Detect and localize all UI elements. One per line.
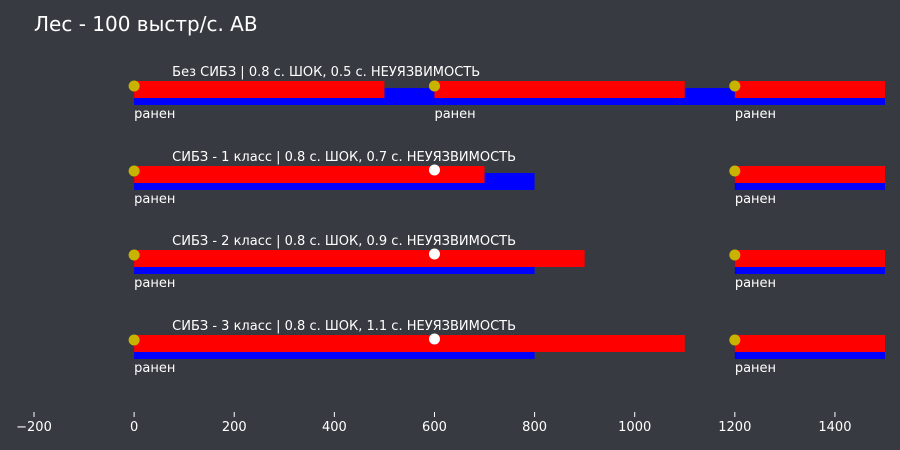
x-tick-label-2: 0 <box>130 420 138 435</box>
shot-marker-4-1 <box>428 333 440 345</box>
hit-marker-1-1 <box>128 80 140 92</box>
hit-label-3-2: ранен <box>735 276 776 291</box>
shot-marker-3-1 <box>428 248 440 260</box>
row-2: СИБЗ - 1 класс | 0.8 с. ШОК, 0.7 с. НЕУЯ… <box>128 150 885 207</box>
row-1: Без СИБЗ | 0.8 с. ШОК, 0.5 с. НЕУЯЗВИМОС… <box>128 65 885 122</box>
row-label-2: СИБЗ - 1 класс | 0.8 с. ШОК, 0.7 с. НЕУЯ… <box>172 150 516 165</box>
x-tick-label-3: 200 <box>222 420 247 435</box>
hit-marker-2-2 <box>729 165 741 177</box>
hit-marker-1-3 <box>729 80 741 92</box>
shock-bar-4-2 <box>734 335 885 352</box>
shock-bar-2-2 <box>734 166 885 183</box>
shot-marker-2-1 <box>428 164 440 176</box>
hit-label-2-1: ранен <box>134 192 175 207</box>
hit-label-1-3: ранен <box>735 107 776 122</box>
x-tick-label-7: 1000 <box>618 420 651 435</box>
row-label-3: СИБЗ - 2 класс | 0.8 с. ШОК, 0.9 с. НЕУЯ… <box>172 234 516 249</box>
hit-label-1-2: ранен <box>434 107 475 122</box>
row-label-4: СИБЗ - 3 класс | 0.8 с. ШОК, 1.1 с. НЕУЯ… <box>172 319 516 334</box>
shock-bar-1-3 <box>734 81 885 98</box>
hit-marker-4-2 <box>729 334 741 346</box>
hit-label-1-1: ранен <box>134 107 175 122</box>
chart-title: Лес - 100 выстр/с. АВ <box>34 12 258 36</box>
x-tick-label-1: −200 <box>16 420 52 435</box>
hit-marker-1-2 <box>428 80 440 92</box>
shock-bar-4-1 <box>134 335 685 352</box>
shock-bar-1-2 <box>434 81 685 98</box>
hit-marker-3-2 <box>729 249 741 261</box>
x-tick-label-6: 800 <box>522 420 547 435</box>
row-4: СИБЗ - 3 класс | 0.8 с. ШОК, 1.1 с. НЕУЯ… <box>128 319 885 376</box>
x-tick-label-9: 1400 <box>818 420 851 435</box>
hit-label-4-1: ранен <box>134 361 175 376</box>
shock-bar-1-1 <box>134 81 385 98</box>
rows-layer: Без СИБЗ | 0.8 с. ШОК, 0.5 с. НЕУЯЗВИМОС… <box>128 65 885 376</box>
x-tick-label-5: 600 <box>422 420 447 435</box>
hit-label-4-2: ранен <box>735 361 776 376</box>
hit-label-3-1: ранен <box>134 276 175 291</box>
x-axis: −200 0 200 400 600 800 1000 1200 1400 <box>16 412 851 435</box>
shock-bar-2-1 <box>134 166 485 183</box>
x-tick-label-8: 1200 <box>718 420 751 435</box>
hit-label-2-2: ранен <box>735 192 776 207</box>
x-tick-label-4: 400 <box>322 420 347 435</box>
hit-marker-3-1 <box>128 249 140 261</box>
shock-bar-3-1 <box>134 250 585 267</box>
row-label-1: Без СИБЗ | 0.8 с. ШОК, 0.5 с. НЕУЯЗВИМОС… <box>172 65 480 80</box>
row-3: СИБЗ - 2 класс | 0.8 с. ШОК, 0.9 с. НЕУЯ… <box>128 234 885 291</box>
hit-marker-2-1 <box>128 165 140 177</box>
shock-bar-3-2 <box>734 250 885 267</box>
hit-marker-4-1 <box>128 334 140 346</box>
